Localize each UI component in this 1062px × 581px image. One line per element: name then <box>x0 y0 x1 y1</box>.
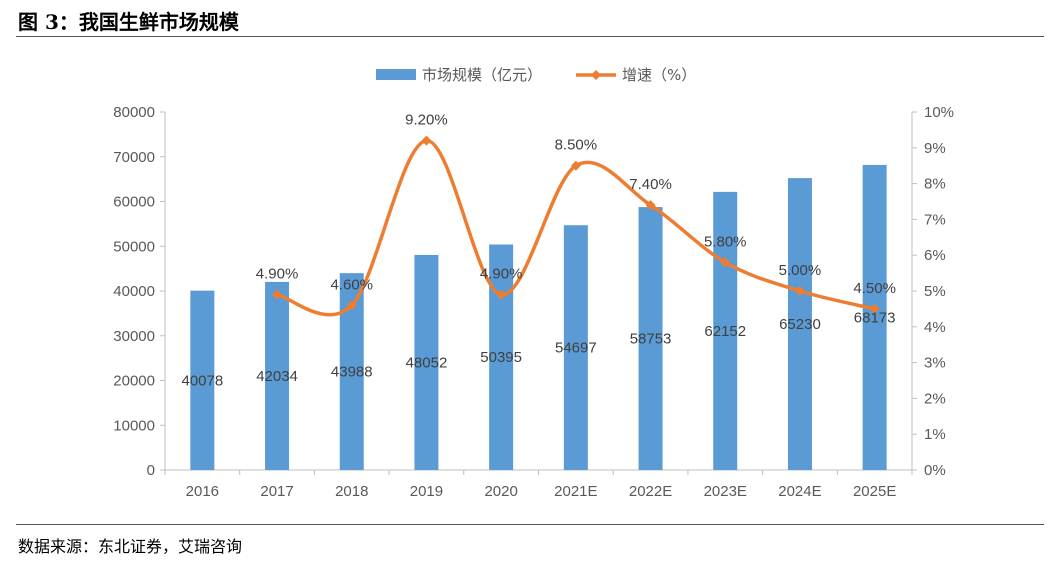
line-point <box>346 300 357 311</box>
legend-label-line: 增速（%） <box>622 66 696 84</box>
bar <box>713 191 738 470</box>
left-tick-label: 70000 <box>113 149 155 166</box>
right-tick-label: 6% <box>924 247 946 264</box>
left-tick-label: 40000 <box>113 283 155 300</box>
legend: 市场规模（亿元） 增速（%） <box>376 66 696 84</box>
right-tick-label: 4% <box>924 319 946 336</box>
growth-line <box>276 138 876 317</box>
x-tick-label: 2018 <box>335 483 368 500</box>
left-tick-label: 10000 <box>113 417 155 434</box>
line-point <box>720 257 731 268</box>
x-tick-label: 2017 <box>260 483 293 500</box>
line-series <box>272 135 880 317</box>
bar-value-label: 58753 <box>630 331 672 348</box>
x-tick-label: 2019 <box>410 483 443 500</box>
axes: 0 10000 20000 30000 40000 50000 60000 70000 8000… <box>113 104 954 500</box>
x-tick-label: 2024E <box>778 483 821 500</box>
x-tick-label: 2021E <box>554 483 597 500</box>
bar <box>862 164 887 470</box>
left-tick-label: 0 <box>147 462 155 479</box>
left-tick-label: 50000 <box>113 238 155 255</box>
line-value-label: 9.20% <box>405 112 448 129</box>
line-value-label: 4.90% <box>256 266 299 283</box>
bar-value-label: 62152 <box>704 323 746 340</box>
bar-value-label: 50395 <box>480 349 522 366</box>
line-point <box>794 286 805 296</box>
line-point <box>645 200 656 211</box>
right-tick-label: 2% <box>924 390 946 407</box>
bar <box>489 244 514 470</box>
x-tick-label: 2025E <box>853 483 896 500</box>
source-note: 数据来源：东北证券，艾瑞咨询 <box>18 537 243 556</box>
line-value-label: 7.40% <box>629 176 672 193</box>
right-tick-label: 5% <box>924 283 946 300</box>
bar-series <box>190 164 887 470</box>
bar-value-label: 68173 <box>854 309 896 326</box>
bar <box>638 207 663 470</box>
line-point <box>421 135 432 146</box>
legend-label-bar: 市场规模（亿元） <box>422 66 542 84</box>
right-tick-label: 7% <box>924 211 946 228</box>
line-point <box>570 160 581 171</box>
line-value-label: 8.50% <box>555 137 598 154</box>
right-tick-label: 3% <box>924 355 946 372</box>
x-tick-label: 2023E <box>704 483 747 500</box>
bar <box>265 281 290 470</box>
bar <box>787 178 812 470</box>
left-tick-label: 20000 <box>113 373 155 390</box>
left-tick-label: 60000 <box>113 194 155 211</box>
figure-title: 图 3：我国生鲜市场规模 <box>18 10 239 34</box>
x-tick-label: 2022E <box>629 483 672 500</box>
bar-value-label: 65230 <box>779 316 821 333</box>
bar-value-label: 42034 <box>256 368 298 385</box>
bar <box>190 290 215 470</box>
bar-value-label: 40078 <box>181 372 223 389</box>
line-value-label: 4.90% <box>480 266 523 283</box>
line-value-label: 5.00% <box>779 262 822 279</box>
bar <box>563 225 588 470</box>
line-point <box>869 303 880 314</box>
bottom-rule <box>16 524 1044 525</box>
left-tick-label: 30000 <box>113 328 155 345</box>
right-tick-label: 1% <box>924 426 946 443</box>
line-value-label: 5.80% <box>704 233 747 250</box>
bar-value-label: 48052 <box>406 354 448 371</box>
line-point <box>272 289 283 300</box>
legend-swatch-bar <box>376 69 416 80</box>
right-tick-label: 8% <box>924 176 946 193</box>
bar-value-label: 54697 <box>555 340 597 357</box>
right-tick-label: 9% <box>924 140 946 157</box>
top-rule <box>16 36 1044 37</box>
left-tick-label: 80000 <box>113 104 155 121</box>
x-tick-label: 2016 <box>186 483 219 500</box>
chart: 市场规模（亿元） 增速（%） 0 10000 20000 30000 40000 50000… <box>113 66 954 500</box>
right-tick-label: 10% <box>924 104 954 121</box>
data-labels: 40078 42034 43988 48052 50395 54697 58753 62152… <box>181 112 895 390</box>
bar-value-label: 43988 <box>331 364 373 381</box>
line-value-label: 4.50% <box>853 280 896 297</box>
line-point <box>496 289 507 300</box>
x-tick-label: 2020 <box>484 483 517 500</box>
line-value-label: 4.60% <box>330 276 373 293</box>
bar <box>414 254 439 470</box>
right-tick-label: 0% <box>924 462 946 479</box>
legend-marker-line <box>591 70 601 80</box>
